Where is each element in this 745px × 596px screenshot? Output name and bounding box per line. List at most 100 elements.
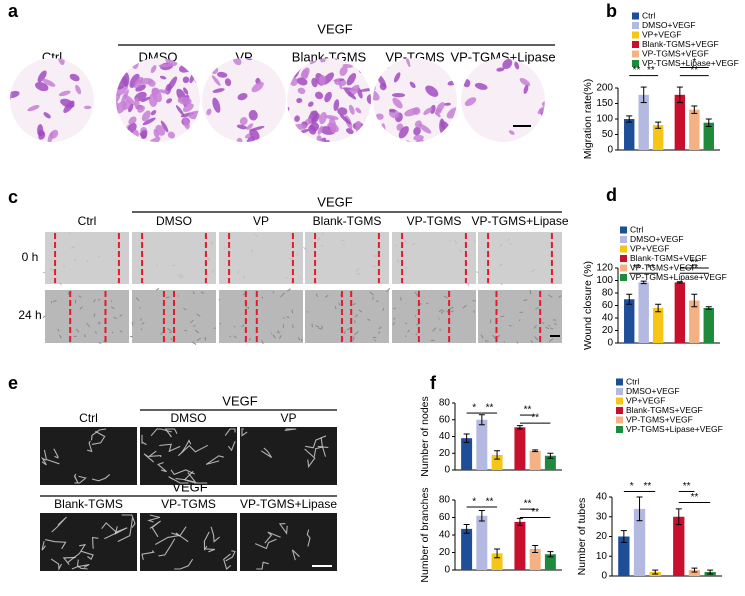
cell	[392, 97, 403, 109]
texture	[541, 322, 545, 324]
legend-swatch	[632, 60, 639, 67]
significance-label: *	[472, 403, 476, 414]
cell	[294, 115, 300, 122]
wound-image	[305, 290, 389, 343]
cell	[150, 110, 157, 116]
y-tick-label: 20	[439, 547, 451, 558]
cell	[183, 117, 190, 130]
legend-swatch	[616, 426, 623, 433]
tube	[205, 455, 224, 465]
cell	[194, 62, 200, 68]
texture	[141, 322, 145, 325]
image-bg	[373, 58, 457, 142]
cell	[314, 91, 324, 100]
texture	[548, 294, 553, 298]
significance-label: **	[524, 499, 532, 510]
y-tick-label: 20	[596, 531, 608, 542]
tube	[181, 439, 192, 454]
texture	[75, 328, 80, 333]
bar	[491, 553, 503, 570]
texture	[372, 265, 377, 268]
tube	[40, 456, 47, 466]
cell	[308, 101, 314, 107]
cell	[541, 101, 545, 108]
y-tick-label: 50	[602, 129, 614, 140]
bar	[689, 300, 700, 343]
tube	[51, 516, 67, 533]
texture	[280, 293, 284, 298]
tube	[241, 428, 248, 437]
cell	[434, 111, 441, 118]
bar	[652, 308, 664, 343]
image-label: DMSO	[156, 214, 192, 228]
wound-image	[478, 290, 562, 343]
cell	[409, 81, 416, 89]
image-label: VP	[280, 411, 296, 425]
wound-image	[305, 232, 389, 284]
texture	[131, 321, 134, 326]
tube	[73, 473, 79, 484]
texture	[248, 337, 252, 341]
legend-swatch	[620, 264, 627, 272]
legend-swatch	[616, 397, 623, 405]
texture	[372, 336, 377, 339]
bar	[514, 521, 526, 570]
texture	[393, 307, 396, 310]
cell	[166, 98, 173, 104]
legend-swatch	[632, 12, 639, 20]
cell	[177, 96, 192, 105]
texture	[282, 317, 285, 319]
texture	[97, 255, 101, 258]
tube	[284, 428, 297, 431]
texture	[550, 327, 554, 330]
row-label: 0 h	[22, 250, 39, 264]
cell	[373, 88, 380, 101]
tube	[141, 434, 147, 446]
cell	[523, 84, 529, 94]
cell	[423, 143, 434, 157]
legend-label: VP+VEGF	[626, 395, 665, 405]
cell	[391, 92, 406, 98]
cell	[150, 65, 157, 74]
legend-label: VP-TGMS+Lipase+VEGF	[642, 58, 739, 68]
legend-label: VP-TGMS+VEGF	[630, 262, 697, 272]
cell	[444, 102, 451, 106]
texture	[219, 322, 222, 325]
tube	[256, 561, 269, 570]
cell	[27, 105, 40, 112]
bar	[674, 282, 686, 343]
image-label: Blank-TGMS	[292, 49, 367, 64]
texture	[191, 341, 197, 345]
texture	[352, 336, 355, 341]
cell	[138, 78, 154, 85]
y-tick-label: 60	[439, 512, 451, 523]
texture	[192, 325, 196, 327]
texture	[343, 330, 346, 335]
tube	[44, 539, 67, 550]
image-label: Blank-TGMS	[313, 214, 382, 228]
texture	[354, 314, 358, 318]
texture	[448, 315, 451, 317]
cell	[175, 105, 185, 117]
cell	[436, 102, 445, 113]
cell	[140, 96, 151, 103]
texture	[184, 329, 188, 332]
image-label: DMSO	[171, 411, 207, 425]
texture	[299, 277, 302, 280]
cell	[366, 94, 371, 105]
bar	[491, 454, 503, 470]
texture	[416, 323, 419, 326]
texture	[237, 270, 240, 274]
texture	[194, 329, 200, 334]
cell	[134, 97, 140, 109]
bar	[618, 536, 630, 576]
image-label: VP-TGMS	[407, 214, 462, 228]
cell	[339, 114, 351, 125]
wound-image	[392, 232, 476, 284]
bar	[703, 122, 714, 150]
texture	[111, 331, 114, 334]
cell	[417, 143, 431, 158]
legend-label: Ctrl	[626, 376, 639, 386]
texture	[59, 281, 62, 286]
image-label: Ctrl	[78, 214, 97, 228]
